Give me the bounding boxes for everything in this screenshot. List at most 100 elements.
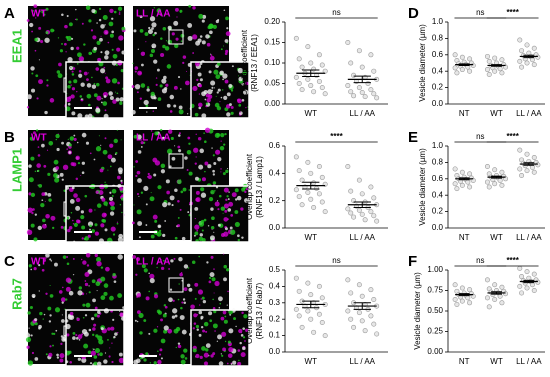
signal: [107, 327, 111, 331]
signal: [42, 318, 44, 320]
signal: [178, 105, 183, 110]
signal: [54, 177, 60, 183]
signal: [221, 331, 227, 337]
data-point: [319, 319, 325, 325]
signal: [131, 110, 136, 115]
signal: [119, 97, 124, 102]
signal: [222, 310, 227, 315]
signal: [95, 67, 100, 71]
data-point: [308, 60, 314, 66]
data-point: [296, 194, 302, 200]
signal: [82, 316, 85, 319]
y-tick-label: 0.2: [269, 314, 281, 323]
y-tick-label: 0.3: [269, 298, 281, 307]
signal: [116, 221, 119, 223]
signal: [223, 253, 225, 255]
signal: [103, 66, 106, 69]
signal: [70, 94, 75, 99]
data-point: [452, 65, 458, 71]
signal: [60, 297, 66, 303]
signal: [96, 314, 100, 318]
signal: [38, 26, 42, 30]
signal: [44, 200, 46, 202]
signal: [77, 52, 82, 58]
signal: [135, 273, 138, 276]
signal: [214, 330, 216, 332]
signal: [143, 268, 148, 273]
signal: [26, 94, 32, 100]
signal: [71, 111, 76, 116]
signal: [114, 332, 118, 336]
signal: [50, 28, 54, 33]
signal: [97, 310, 101, 314]
signal: [80, 258, 83, 261]
signal: [190, 304, 195, 310]
signal: [117, 331, 119, 334]
signal: [45, 224, 47, 226]
signal: [198, 255, 200, 258]
signal: [65, 298, 68, 301]
signal: [37, 184, 39, 186]
data-point: [359, 64, 365, 70]
signal: [108, 21, 114, 27]
signal: [177, 344, 182, 349]
signal: [192, 34, 198, 40]
x-tick-label: LL / AA: [516, 109, 542, 118]
data-point: [299, 64, 305, 70]
signal: [223, 264, 228, 269]
data-point: [499, 70, 505, 76]
inset-border: [65, 61, 125, 119]
signal: [241, 98, 245, 102]
signal: [86, 93, 92, 99]
signal: [208, 23, 214, 30]
signal: [141, 264, 146, 269]
y-tick-label: 0.6: [432, 174, 444, 183]
signal: [58, 290, 63, 294]
signal: [32, 208, 35, 211]
signal: [156, 8, 162, 13]
data-point: [467, 56, 473, 62]
signal: [54, 262, 58, 267]
signal: [152, 110, 154, 112]
y-tick-label: 0.4: [432, 190, 444, 199]
signal: [163, 75, 167, 80]
signal: [118, 315, 120, 317]
signal: [199, 355, 203, 359]
signal: [70, 84, 72, 86]
data-point: [452, 52, 458, 58]
data-point: [517, 37, 523, 43]
signal: [179, 208, 182, 211]
data-point: [371, 321, 377, 327]
significance-label: ns: [476, 8, 484, 17]
signal: [234, 221, 240, 227]
data-point: [492, 297, 498, 303]
signal: [117, 293, 123, 298]
signal: [224, 209, 228, 213]
signal: [36, 97, 39, 100]
signal: [239, 111, 241, 113]
signal: [53, 332, 56, 335]
signal: [148, 290, 151, 293]
signal: [92, 327, 96, 331]
data-point: [467, 184, 473, 190]
data-point: [359, 191, 365, 197]
signal: [134, 319, 137, 322]
data-point: [459, 54, 465, 60]
signal: [75, 18, 78, 21]
signal: [118, 352, 123, 357]
signal: [243, 89, 249, 95]
signal: [160, 266, 165, 271]
data-point: [296, 81, 302, 87]
signal: [100, 51, 103, 54]
signal: [136, 91, 139, 94]
signal: [224, 52, 228, 56]
signal: [174, 236, 178, 240]
signal: [242, 346, 246, 351]
data-point: [484, 67, 490, 73]
y-tick-label: 0.20: [264, 17, 280, 26]
signal: [245, 328, 249, 333]
signal: [159, 13, 163, 16]
data-point: [486, 58, 492, 64]
data-point: [371, 195, 377, 201]
signal: [93, 93, 98, 98]
